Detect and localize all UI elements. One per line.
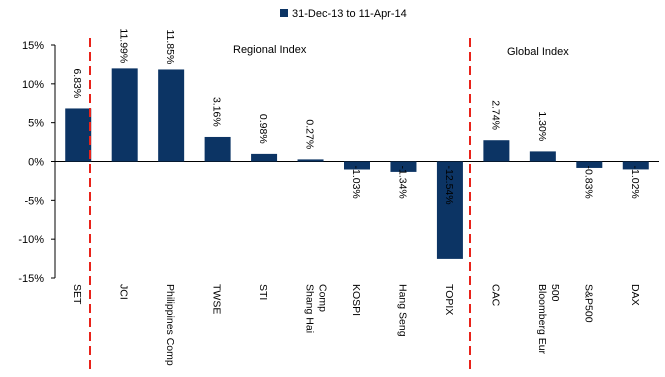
- global-index-label: Global Index: [507, 46, 569, 58]
- y-tick-label: 0%: [28, 157, 44, 169]
- value-label: 6.83%: [71, 68, 83, 98]
- category-label: TOPIX: [443, 284, 455, 315]
- value-label-group: 6.83% 11.99% 11.85% 3.16% 0.98% 0.27% -1.03% -1…: [71, 28, 641, 204]
- category-label: STI: [257, 284, 269, 300]
- y-tick-label: 10%: [22, 79, 44, 91]
- value-label: -0.83%: [582, 166, 594, 199]
- category-label: CAC: [489, 284, 501, 307]
- category-label: Hang Seng: [396, 284, 408, 337]
- bar: [576, 161, 603, 168]
- y-tick-label: 5%: [28, 118, 44, 130]
- bar-group: [65, 68, 649, 259]
- y-tick-label: -5%: [24, 195, 44, 207]
- category-label: TWSE: [211, 284, 223, 314]
- value-label: 2.74%: [489, 100, 501, 130]
- bar: [344, 161, 370, 170]
- value-label: -1.34%: [396, 166, 408, 199]
- category-label: Comp: [317, 284, 329, 312]
- y-tick-label: 15%: [22, 40, 44, 52]
- section-divider-group: [89, 38, 471, 370]
- bar: [111, 68, 138, 162]
- y-tick-label: -15%: [18, 273, 44, 285]
- category-label: 500: [549, 284, 561, 302]
- category-label-group: SET JCI Philippines Comp TWSE STI Shang Hai Co…: [71, 284, 641, 366]
- value-label: 3.16%: [211, 97, 223, 127]
- legend-swatch: [280, 9, 288, 17]
- bar: [529, 151, 556, 162]
- bar: [158, 69, 185, 162]
- bar: [622, 161, 649, 170]
- category-label: KOSPI: [350, 284, 362, 316]
- value-label: 0.27%: [304, 119, 316, 149]
- legend: 31-Dec-13 to 11-Apr-14: [280, 8, 407, 20]
- y-tick-group: 15% 10% 5% 0% -5% -10% -15%: [18, 40, 55, 285]
- bar: [204, 136, 231, 162]
- value-label: 11.85%: [164, 29, 176, 64]
- bar: [390, 161, 417, 172]
- bar: [65, 108, 92, 162]
- value-label: 11.99%: [118, 28, 130, 63]
- value-label: 0.98%: [257, 114, 269, 144]
- value-label: 1.30%: [536, 111, 548, 141]
- category-label: Shang Hai: [304, 284, 316, 333]
- bar: [483, 140, 510, 162]
- regional-index-label: Regional Index: [233, 44, 307, 56]
- y-tick-label: -10%: [18, 234, 44, 246]
- category-label: DAX: [629, 284, 641, 306]
- bar: [297, 159, 324, 162]
- legend-label: 31-Dec-13 to 11-Apr-14: [292, 8, 407, 20]
- category-label: Bloomberg Eur: [536, 284, 548, 355]
- category-label: Philippines Comp: [164, 284, 176, 366]
- category-label: S&P500: [582, 284, 594, 323]
- category-label: SET: [71, 284, 83, 305]
- category-label: JCI: [118, 284, 130, 300]
- value-label: -1.02%: [629, 166, 641, 199]
- bar: [251, 153, 278, 162]
- bar: [436, 161, 463, 259]
- value-label: -12.54%: [443, 166, 455, 205]
- value-label: -1.03%: [350, 166, 362, 199]
